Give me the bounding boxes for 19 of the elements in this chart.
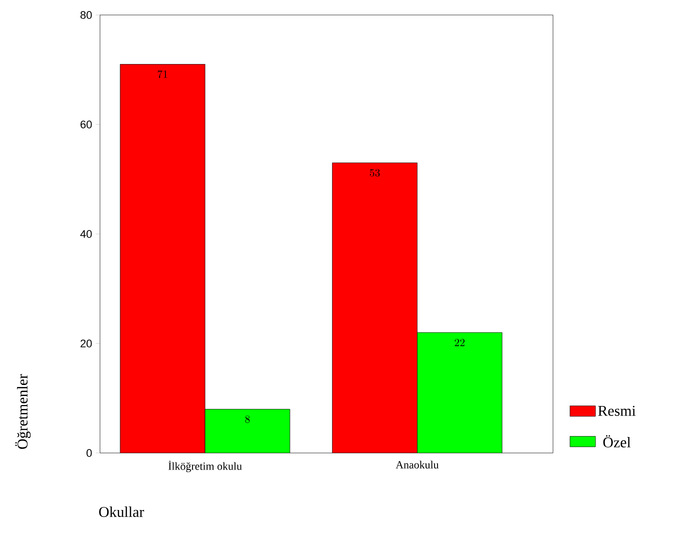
bar (204, 408, 290, 453)
x-axis-title: Okullar (99, 506, 144, 518)
x-tick-label: İlköğretim okulu (168, 460, 242, 472)
data-label: 53 (370, 169, 380, 177)
y-tick-label: 80 (80, 11, 92, 19)
legend-label: Resmi (598, 406, 636, 416)
x-tick-label: Anaokulu (396, 460, 439, 468)
y-tick-label: 0 (86, 449, 92, 457)
bar (332, 162, 418, 453)
data-label: 22 (454, 338, 465, 346)
y-tick-label: 40 (80, 230, 92, 238)
y-axis-title: Öğretmenler (15, 374, 31, 449)
y-tick-label: 60 (80, 120, 92, 128)
data-label: 71 (158, 70, 168, 78)
legend-label: Özel (603, 435, 631, 448)
data-label: 8 (245, 415, 250, 423)
bar (120, 64, 206, 453)
y-tick-label: 20 (80, 340, 92, 348)
bar (417, 332, 502, 453)
